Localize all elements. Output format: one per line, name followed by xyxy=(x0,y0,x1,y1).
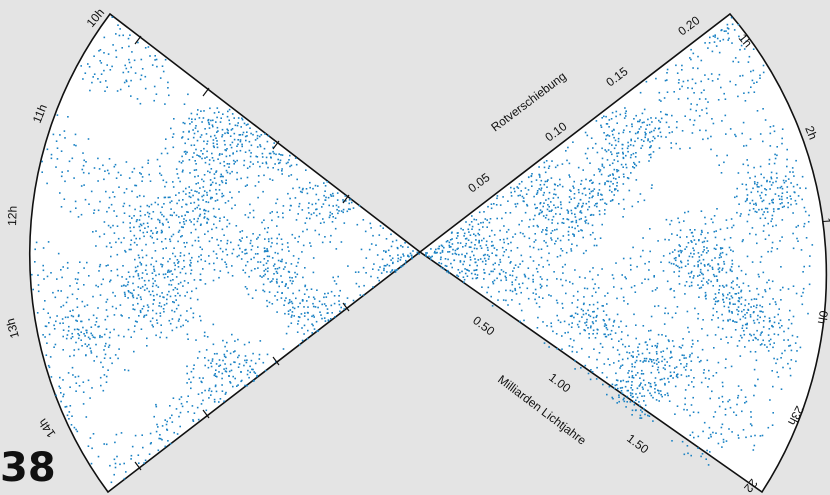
hour-label-0h: 0h xyxy=(815,309,830,325)
distance-tick-0-50: 0.50 xyxy=(470,313,497,338)
hour-label-13h: 13h xyxy=(3,317,22,340)
left-galaxy-points xyxy=(31,16,420,484)
hour-label-11h: 11h xyxy=(30,102,50,125)
hour-label-2h: 2h xyxy=(802,124,820,142)
hour-label-14h: 14h xyxy=(35,416,58,440)
redshift-tick-0-20: 0.20 xyxy=(675,13,702,38)
hour-label-12h: 12h xyxy=(5,206,20,227)
redshift-tick-0-05: 0.05 xyxy=(465,170,492,195)
redshift-tick-0-15: 0.15 xyxy=(603,64,630,89)
page-number: 38 xyxy=(0,448,56,488)
distance-axis-title: Milliarden Lichtjahre xyxy=(495,372,589,448)
left-edge-ticks xyxy=(134,35,350,471)
distance-tick-1-00: 1.00 xyxy=(546,370,573,395)
right-galaxy-points xyxy=(425,16,814,466)
left-survey-wedge xyxy=(28,12,422,494)
distance-tick-1-50: 1.50 xyxy=(624,431,651,456)
right-survey-wedge xyxy=(418,12,828,494)
hour-label-1: 1 xyxy=(819,217,830,225)
